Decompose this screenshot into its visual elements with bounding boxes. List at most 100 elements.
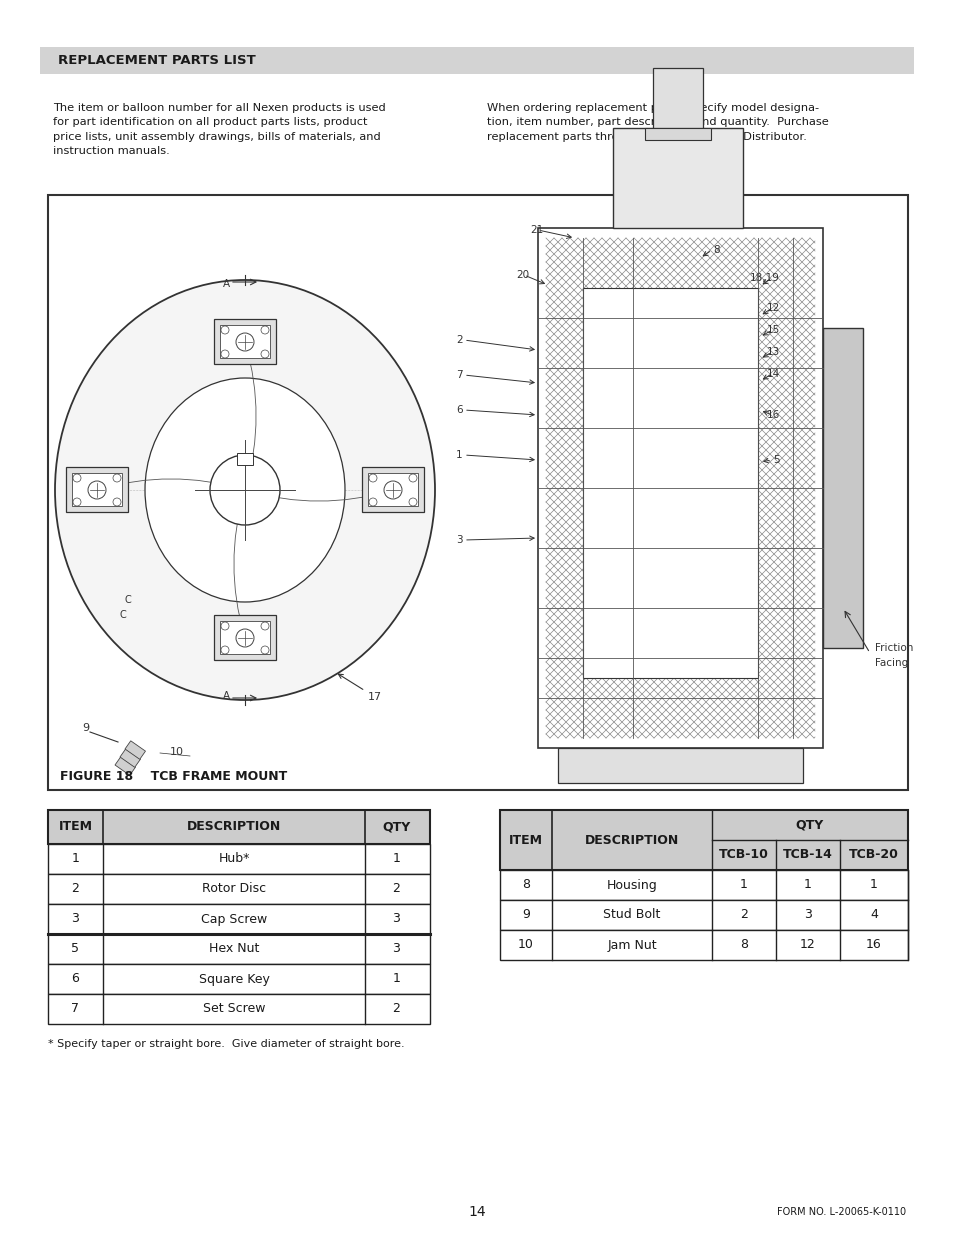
Circle shape xyxy=(221,646,229,655)
Text: 16: 16 xyxy=(766,410,780,420)
Bar xyxy=(558,748,802,783)
Bar xyxy=(822,329,862,648)
Circle shape xyxy=(409,474,416,482)
Text: Square Key: Square Key xyxy=(198,972,269,986)
Circle shape xyxy=(261,622,269,630)
Bar xyxy=(499,810,907,869)
Text: 3: 3 xyxy=(392,942,400,956)
Bar xyxy=(48,934,430,965)
Circle shape xyxy=(221,326,229,333)
Text: Hex Nut: Hex Nut xyxy=(209,942,259,956)
Text: Rotor Disc: Rotor Disc xyxy=(202,883,266,895)
Text: 3: 3 xyxy=(456,535,462,545)
Text: 10: 10 xyxy=(517,939,534,951)
Text: 20: 20 xyxy=(516,270,529,280)
Bar xyxy=(71,473,122,506)
Text: The item or balloon number for all Nexen products is used
for part identificatio: The item or balloon number for all Nexen… xyxy=(53,103,385,156)
Circle shape xyxy=(261,326,269,333)
Text: When ordering replacement parts, specify model designa-
tion, item number, part : When ordering replacement parts, specify… xyxy=(486,103,828,142)
Bar xyxy=(115,757,135,776)
Bar xyxy=(220,621,270,655)
Text: QTY: QTY xyxy=(382,820,410,834)
Text: * Specify taper or straight bore.  Give diameter of straight bore.: * Specify taper or straight bore. Give d… xyxy=(48,1039,404,1049)
Text: C: C xyxy=(125,595,132,605)
Bar xyxy=(582,288,758,678)
Bar xyxy=(66,467,128,513)
Text: 6: 6 xyxy=(71,972,79,986)
Circle shape xyxy=(73,474,81,482)
Bar xyxy=(644,128,710,140)
Text: Stud Bolt: Stud Bolt xyxy=(602,909,660,921)
Circle shape xyxy=(384,480,401,499)
Text: DESCRIPTION: DESCRIPTION xyxy=(584,834,679,846)
Bar xyxy=(48,965,430,994)
Text: ITEM: ITEM xyxy=(58,820,92,834)
Bar xyxy=(361,467,423,513)
Text: 21: 21 xyxy=(530,225,542,235)
Bar xyxy=(125,741,145,760)
Text: QTY: QTY xyxy=(795,819,823,831)
Text: Set Screw: Set Screw xyxy=(203,1003,265,1015)
Text: 3: 3 xyxy=(392,913,400,925)
Text: 8: 8 xyxy=(713,245,720,254)
Text: TCB-14: TCB-14 xyxy=(782,848,832,862)
Bar xyxy=(48,904,430,934)
Circle shape xyxy=(221,622,229,630)
Text: FIGURE 18    TCB FRAME MOUNT: FIGURE 18 TCB FRAME MOUNT xyxy=(60,771,287,783)
Text: 2: 2 xyxy=(392,883,400,895)
Text: 9: 9 xyxy=(521,909,529,921)
Bar xyxy=(48,810,430,844)
Text: C: C xyxy=(120,610,127,620)
Text: 8: 8 xyxy=(521,878,530,892)
Text: 6: 6 xyxy=(456,405,462,415)
Text: A: A xyxy=(223,279,230,289)
Bar xyxy=(499,900,907,930)
Bar xyxy=(236,453,253,466)
Text: 1: 1 xyxy=(392,852,400,866)
Text: REPLACEMENT PARTS LIST: REPLACEMENT PARTS LIST xyxy=(58,54,255,67)
Text: 1: 1 xyxy=(456,450,462,459)
Text: 2: 2 xyxy=(71,883,79,895)
Bar xyxy=(120,748,140,767)
Circle shape xyxy=(369,498,376,506)
Text: 1: 1 xyxy=(803,878,811,892)
Bar xyxy=(652,68,702,128)
Circle shape xyxy=(112,474,121,482)
Bar xyxy=(499,869,907,900)
Text: Facing: Facing xyxy=(874,658,907,668)
Text: Friction: Friction xyxy=(874,643,912,653)
Text: TCB-10: TCB-10 xyxy=(719,848,768,862)
Circle shape xyxy=(88,480,106,499)
Text: 3: 3 xyxy=(803,909,811,921)
Text: 7: 7 xyxy=(71,1003,79,1015)
Text: 10: 10 xyxy=(170,747,184,757)
Bar xyxy=(40,47,913,74)
Text: 7: 7 xyxy=(456,370,462,380)
Bar xyxy=(499,930,907,960)
Text: B: B xyxy=(65,483,71,493)
Text: FORM NO. L-20065-K-0110: FORM NO. L-20065-K-0110 xyxy=(776,1207,905,1216)
Circle shape xyxy=(261,646,269,655)
Bar xyxy=(48,994,430,1024)
Text: Housing: Housing xyxy=(606,878,657,892)
Bar xyxy=(213,319,275,364)
Text: B: B xyxy=(410,483,416,493)
Circle shape xyxy=(261,350,269,358)
Text: DESCRIPTION: DESCRIPTION xyxy=(187,820,281,834)
Text: 1: 1 xyxy=(869,878,877,892)
Bar xyxy=(48,844,430,874)
Text: 1: 1 xyxy=(71,852,79,866)
Text: 14: 14 xyxy=(766,369,780,379)
Text: TCB-20: TCB-20 xyxy=(848,848,898,862)
Text: 16: 16 xyxy=(865,939,881,951)
Text: 5: 5 xyxy=(773,454,780,466)
Circle shape xyxy=(235,629,253,647)
Circle shape xyxy=(409,498,416,506)
Text: 18,19: 18,19 xyxy=(749,273,780,283)
Text: 3: 3 xyxy=(71,913,79,925)
Text: 2: 2 xyxy=(740,909,747,921)
Circle shape xyxy=(235,333,253,351)
Text: 13: 13 xyxy=(766,347,780,357)
Text: Jam Nut: Jam Nut xyxy=(606,939,656,951)
Text: 5: 5 xyxy=(71,942,79,956)
